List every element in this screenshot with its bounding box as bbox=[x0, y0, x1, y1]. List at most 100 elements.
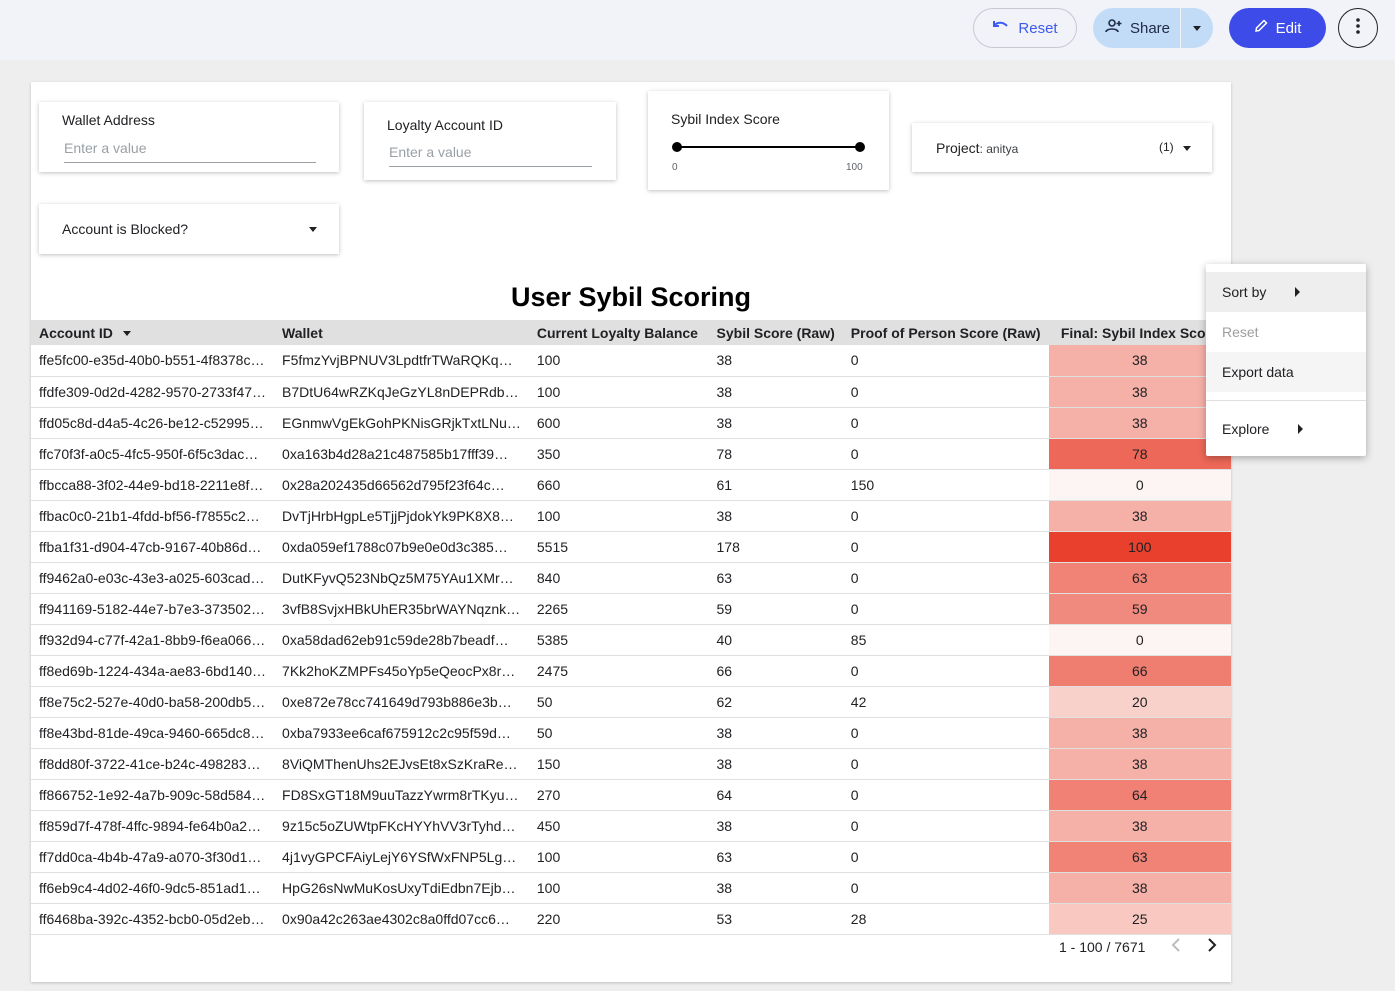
loyalty-balance-cell: 840 bbox=[536, 569, 561, 586]
prev-page-icon[interactable] bbox=[1171, 937, 1181, 956]
wallet-cell: DvTjHrbHgpLe5TjjPjdokYk9PK8X8… bbox=[282, 507, 514, 524]
sybil-score-cell: 63 bbox=[716, 569, 733, 586]
account-id-cell: ff8e43bd-81de-49ca-9460-665dc8… bbox=[39, 724, 265, 741]
col-header-account-id[interactable]: Account ID bbox=[31, 320, 274, 345]
col-header-sybil-score[interactable]: Sybil Score (Raw) bbox=[716, 324, 835, 341]
account-id-cell: ff8dd80f-3722-41ce-b24c-498283… bbox=[39, 755, 261, 772]
reset-button[interactable]: Reset bbox=[973, 8, 1077, 48]
menu-item-reset[interactable]: Reset bbox=[1206, 312, 1366, 352]
final-score-cell: 59 bbox=[1048, 593, 1231, 624]
table-row[interactable]: ffba1f31-d904-47cb-9167-40b86d… 0xda059ef… bbox=[31, 531, 1231, 562]
project-filter[interactable]: Project : anitya (1) bbox=[912, 123, 1212, 172]
table-header-row: Account ID Wallet Current Loyalty Balanc… bbox=[31, 320, 1231, 345]
edit-button[interactable]: Edit bbox=[1229, 8, 1326, 48]
wallet-cell: 0x28a202435d66562d795f23f64c… bbox=[282, 476, 505, 493]
wallet-cell: 8ViQMThenUhs2EJvsEt8xSzKraRe… bbox=[282, 755, 518, 772]
wallet-cell: 0xa163b4d28a21c487585b17fff39… bbox=[282, 445, 509, 462]
add-person-icon bbox=[1104, 18, 1122, 38]
more-vert-icon bbox=[1356, 18, 1360, 38]
slider-max-handle[interactable] bbox=[855, 142, 865, 152]
wallet-cell: 0xa58dad62eb91c59de28b7beadf… bbox=[282, 631, 509, 648]
loyalty-balance-cell: 660 bbox=[536, 476, 561, 493]
menu-item-explore[interactable]: Explore bbox=[1206, 409, 1366, 449]
table-row[interactable]: ff8dd80f-3722-41ce-b24c-498283… 8ViQMThen… bbox=[31, 748, 1231, 779]
sybil-score-slider[interactable] bbox=[677, 146, 860, 148]
sybil-score-cell: 38 bbox=[716, 879, 733, 896]
share-dropdown-button[interactable] bbox=[1181, 8, 1213, 48]
menu-item-sort-by[interactable]: Sort by bbox=[1206, 272, 1366, 312]
top-toolbar: Reset Share Edit bbox=[0, 0, 1395, 60]
loyalty-balance-cell: 5515 bbox=[536, 538, 569, 555]
table-row[interactable]: ff8e43bd-81de-49ca-9460-665dc8… 0xba7933e… bbox=[31, 717, 1231, 748]
final-score-cell: 38 bbox=[1048, 717, 1231, 748]
table-row[interactable]: ffbac0c0-21b1-4fdd-bf56-f7855c2… DvTjHrbH… bbox=[31, 500, 1231, 531]
more-options-button[interactable] bbox=[1338, 8, 1378, 48]
table-row[interactable]: ff859d7f-478f-4ffc-9894-fe64b0a2… 9z15c5o… bbox=[31, 810, 1231, 841]
proof-of-person-cell: 0 bbox=[850, 414, 859, 431]
wallet-cell: B7DtU64wRZKqJeGzYL8nDEPRdb… bbox=[282, 383, 519, 400]
sybil-score-cell: 38 bbox=[716, 755, 733, 772]
final-score-cell: 78 bbox=[1048, 438, 1231, 469]
pagination-label: 1 - 100 / 7671 bbox=[1059, 938, 1146, 955]
wallet-address-input[interactable]: Enter a value bbox=[64, 140, 316, 163]
sybil-score-cell: 38 bbox=[716, 383, 733, 400]
loyalty-account-filter: Loyalty Account ID Enter a value bbox=[364, 102, 616, 180]
sybil-score-cell: 40 bbox=[716, 631, 733, 648]
table-row[interactable]: ffbcca88-3f02-44e9-bd18-2211e8f… 0x28a202… bbox=[31, 469, 1231, 500]
col-header-loyalty-balance[interactable]: Current Loyalty Balance bbox=[536, 324, 698, 341]
col-header-wallet[interactable]: Wallet bbox=[282, 324, 323, 341]
loyalty-balance-cell: 220 bbox=[536, 910, 561, 927]
table-row[interactable]: ff7dd0ca-4b4b-47a9-a070-3f30d1… 4j1vyGPCF… bbox=[31, 841, 1231, 872]
sybil-score-cell: 38 bbox=[716, 817, 733, 834]
share-button[interactable]: Share bbox=[1093, 8, 1181, 48]
table-row[interactable]: ffe5fc00-e35d-40b0-b551-4f8378c… F5fmzYvj… bbox=[31, 345, 1231, 376]
col-header-proof-of-person[interactable]: Proof of Person Score (Raw) bbox=[850, 324, 1041, 341]
col-header-final-score[interactable]: Final: Sybil Index Score bbox=[1060, 324, 1219, 341]
sybil-score-title: Sybil Index Score bbox=[671, 111, 780, 127]
account-id-cell: ff941169-5182-44e7-b7e3-373502… bbox=[39, 600, 266, 617]
table-row[interactable]: ff866752-1e92-4a7b-909c-58d584… FD8SxGT18… bbox=[31, 779, 1231, 810]
table-row[interactable]: ff8e75c2-527e-40d0-ba58-200db5… 0xe872e78… bbox=[31, 686, 1231, 717]
proof-of-person-cell: 0 bbox=[850, 786, 859, 803]
loyalty-account-input[interactable]: Enter a value bbox=[389, 144, 592, 167]
wallet-cell: 4j1vyGPCFAiyLejY6YSfWxFNP5Lg… bbox=[282, 848, 517, 865]
proof-of-person-cell: 0 bbox=[850, 724, 859, 741]
account-id-cell: ff9462a0-e03c-43e3-a025-603cad… bbox=[39, 569, 265, 586]
loyalty-balance-cell: 150 bbox=[536, 755, 561, 772]
sybil-score-cell: 38 bbox=[716, 507, 733, 524]
account-blocked-filter[interactable]: Account is Blocked? bbox=[39, 204, 339, 254]
table-row[interactable]: ff941169-5182-44e7-b7e3-373502… 3vfB8Svjx… bbox=[31, 593, 1231, 624]
table-row[interactable]: ff6eb9c4-4d02-46f0-9dc5-851ad1… HpG26sNwM… bbox=[31, 872, 1231, 903]
reset-button-label: Reset bbox=[1018, 19, 1058, 37]
table-row[interactable]: ffd05c8d-d4a5-4c26-be12-c52995… EGnmwVgEk… bbox=[31, 407, 1231, 438]
sybil-score-cell: 38 bbox=[716, 352, 733, 369]
account-id-cell: ffbac0c0-21b1-4fdd-bf56-f7855c2… bbox=[39, 507, 260, 524]
table-row[interactable]: ff932d94-c77f-42a1-8bb9-f6ea066… 0xa58dad… bbox=[31, 624, 1231, 655]
account-id-cell: ffc70f3f-a0c5-4fc5-950f-6f5c3dac… bbox=[39, 445, 259, 462]
final-score-cell: 100 bbox=[1048, 531, 1231, 562]
share-divider bbox=[1180, 8, 1181, 48]
sybil-score-cell: 38 bbox=[716, 724, 733, 741]
wallet-cell: F5fmzYvjBPNUV3LpdtfrTWaRQKq… bbox=[282, 352, 513, 369]
loyalty-balance-cell: 2265 bbox=[536, 600, 569, 617]
menu-divider bbox=[1206, 400, 1366, 401]
table-row[interactable]: ffc70f3f-a0c5-4fc5-950f-6f5c3dac… 0xa163b… bbox=[31, 438, 1231, 469]
slider-min-handle[interactable] bbox=[672, 142, 682, 152]
proof-of-person-cell: 85 bbox=[850, 631, 867, 648]
loyalty-balance-cell: 450 bbox=[536, 817, 561, 834]
loyalty-balance-cell: 2475 bbox=[536, 662, 569, 679]
final-score-cell: 0 bbox=[1048, 469, 1231, 500]
loyalty-account-title: Loyalty Account ID bbox=[387, 117, 503, 133]
table-row[interactable]: ff8ed69b-1224-434a-ae83-6bd140… 7Kk2hoKZM… bbox=[31, 655, 1231, 686]
table-row[interactable]: ffdfe309-0d2d-4282-9570-2733f47… B7DtU64w… bbox=[31, 376, 1231, 407]
final-score-cell: 38 bbox=[1048, 810, 1231, 841]
table-row[interactable]: ff9462a0-e03c-43e3-a025-603cad… DutKFyvQ5… bbox=[31, 562, 1231, 593]
loyalty-balance-cell: 100 bbox=[536, 848, 561, 865]
next-page-icon[interactable] bbox=[1207, 937, 1217, 956]
wallet-address-filter: Wallet Address Enter a value bbox=[39, 102, 339, 172]
table-row[interactable]: ff6468ba-392c-4352-bcb0-05d2eb… 0x90a42c2… bbox=[31, 903, 1231, 934]
menu-item-export-data[interactable]: Export data bbox=[1206, 352, 1366, 392]
proof-of-person-cell: 150 bbox=[850, 476, 875, 493]
sort-desc-icon bbox=[122, 331, 131, 337]
proof-of-person-cell: 0 bbox=[850, 538, 859, 555]
